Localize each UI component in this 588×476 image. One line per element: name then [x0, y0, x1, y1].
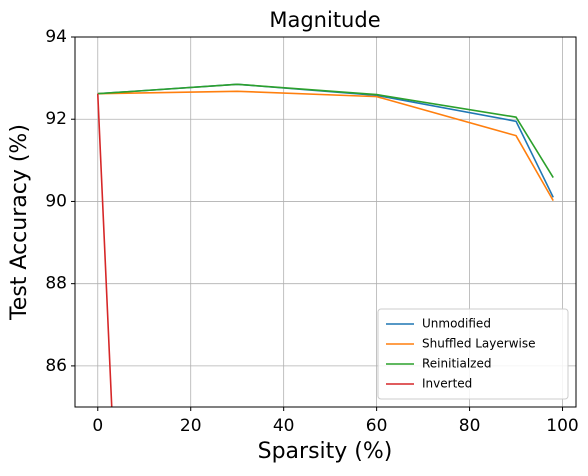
- series-line: [97, 90, 554, 202]
- y-axis-label: Test Accuracy (%): [7, 124, 32, 321]
- legend-label: Inverted: [422, 377, 472, 391]
- y-tick-label: 94: [45, 27, 67, 47]
- legend-box: [377, 308, 569, 400]
- chart-title: Magnitude: [269, 8, 380, 32]
- y-tick-label: 88: [45, 274, 67, 294]
- plot-frame: [74, 36, 577, 408]
- x-tick-label: 80: [459, 416, 481, 436]
- x-tick-label: 40: [273, 416, 295, 436]
- series-line: [96, 93, 113, 407]
- legend-label: Reinitialzed: [422, 357, 491, 371]
- x-tick-label: 100: [546, 416, 578, 436]
- legend-label: Unmodified: [422, 317, 491, 331]
- y-tick-label: 92: [45, 109, 67, 129]
- x-tick-label: 20: [180, 416, 202, 436]
- y-tick-label: 90: [45, 191, 67, 211]
- legend-label: Shuffled Layerwise: [422, 337, 535, 351]
- y-tick-label: 86: [45, 356, 67, 376]
- x-axis-label: Sparsity (%): [258, 439, 393, 464]
- series-line: [97, 83, 554, 179]
- series-line: [97, 83, 554, 198]
- x-tick-label: 60: [366, 416, 388, 436]
- x-tick-label: 0: [92, 416, 103, 436]
